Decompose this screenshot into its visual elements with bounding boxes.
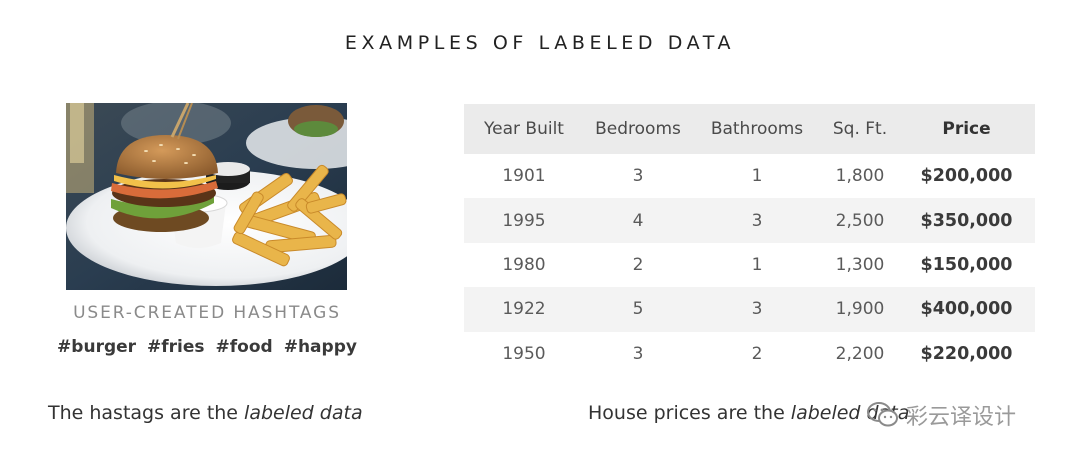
- page-title: EXAMPLES OF LABELED DATA: [344, 32, 736, 54]
- table-cell: 3: [692, 198, 822, 243]
- table-cell: 2,500: [822, 198, 898, 243]
- table-row: 1995 4 3 2,500 $350,000: [464, 198, 1035, 243]
- table-cell: 1995: [464, 198, 584, 243]
- burger-and-fries-photo: [66, 103, 347, 290]
- watermark-text: 彩云译设计: [906, 405, 1017, 430]
- price-cell: $350,000: [898, 198, 1035, 243]
- table-row: 1950 3 2 2,200 $220,000: [464, 332, 1035, 376]
- table-cell: 2,200: [835, 343, 885, 364]
- table-cell: 3: [692, 287, 822, 332]
- table-cell: 1901: [502, 166, 546, 187]
- table-cell: 1980: [502, 254, 546, 275]
- caption-text: House prices are the: [588, 402, 791, 424]
- price-cell: $400,000: [898, 287, 1035, 332]
- table-row: 1922 5 3 1,900 $400,000: [464, 287, 1035, 332]
- table-cell: 4: [584, 198, 692, 243]
- column-header: Price: [898, 104, 1035, 154]
- hashtag: #burger: [57, 337, 137, 357]
- table-cell: 1950: [502, 343, 546, 364]
- table-cell: 5: [584, 287, 692, 332]
- price-cell: $200,000: [920, 166, 1013, 187]
- column-header: Sq. Ft.: [822, 104, 898, 154]
- table-cell: 1,800: [835, 166, 885, 187]
- table-cell: 2: [632, 254, 644, 275]
- hashtag: #food: [215, 337, 273, 357]
- watermark: 彩云译设计: [866, 398, 1046, 432]
- column-header: Bedrooms: [584, 104, 692, 154]
- table-cell: 1922: [464, 287, 584, 332]
- hashtag-heading: USER-CREATED HASHTAGS: [73, 303, 341, 323]
- table-cell: 1,900: [822, 287, 898, 332]
- column-header: Bathrooms: [692, 104, 822, 154]
- price-cell: $220,000: [920, 343, 1013, 364]
- hashtag: #happy: [283, 337, 357, 357]
- table-cell: 1,300: [835, 254, 885, 275]
- caption-text: The hastags are the: [48, 402, 245, 424]
- caption-emphasis: labeled data: [244, 402, 363, 424]
- house-prices-table: Year Built Bedrooms Bathrooms Sq. Ft. Pr…: [464, 104, 1035, 376]
- table-row: 1901 3 1 1,800 $200,000: [464, 154, 1035, 198]
- hashtag-caption: The hastags are the labeled data: [48, 402, 363, 424]
- hashtag-list: #burger #fries #food #happy: [40, 337, 374, 357]
- price-cell: $150,000: [920, 254, 1013, 275]
- table-cell: 3: [632, 166, 644, 187]
- table-header-row: Year Built Bedrooms Bathrooms Sq. Ft. Pr…: [464, 104, 1035, 154]
- table-row: 1980 2 1 1,300 $150,000: [464, 243, 1035, 287]
- column-header: Year Built: [464, 104, 584, 154]
- hashtag: #fries: [147, 337, 205, 357]
- table-cell: 2: [751, 343, 763, 364]
- table-caption: House prices are the labeled data: [588, 402, 909, 424]
- table-cell: 1: [751, 254, 763, 275]
- table-cell: 1: [751, 166, 763, 187]
- table-cell: 3: [632, 343, 644, 364]
- wechat-icon: [866, 400, 900, 430]
